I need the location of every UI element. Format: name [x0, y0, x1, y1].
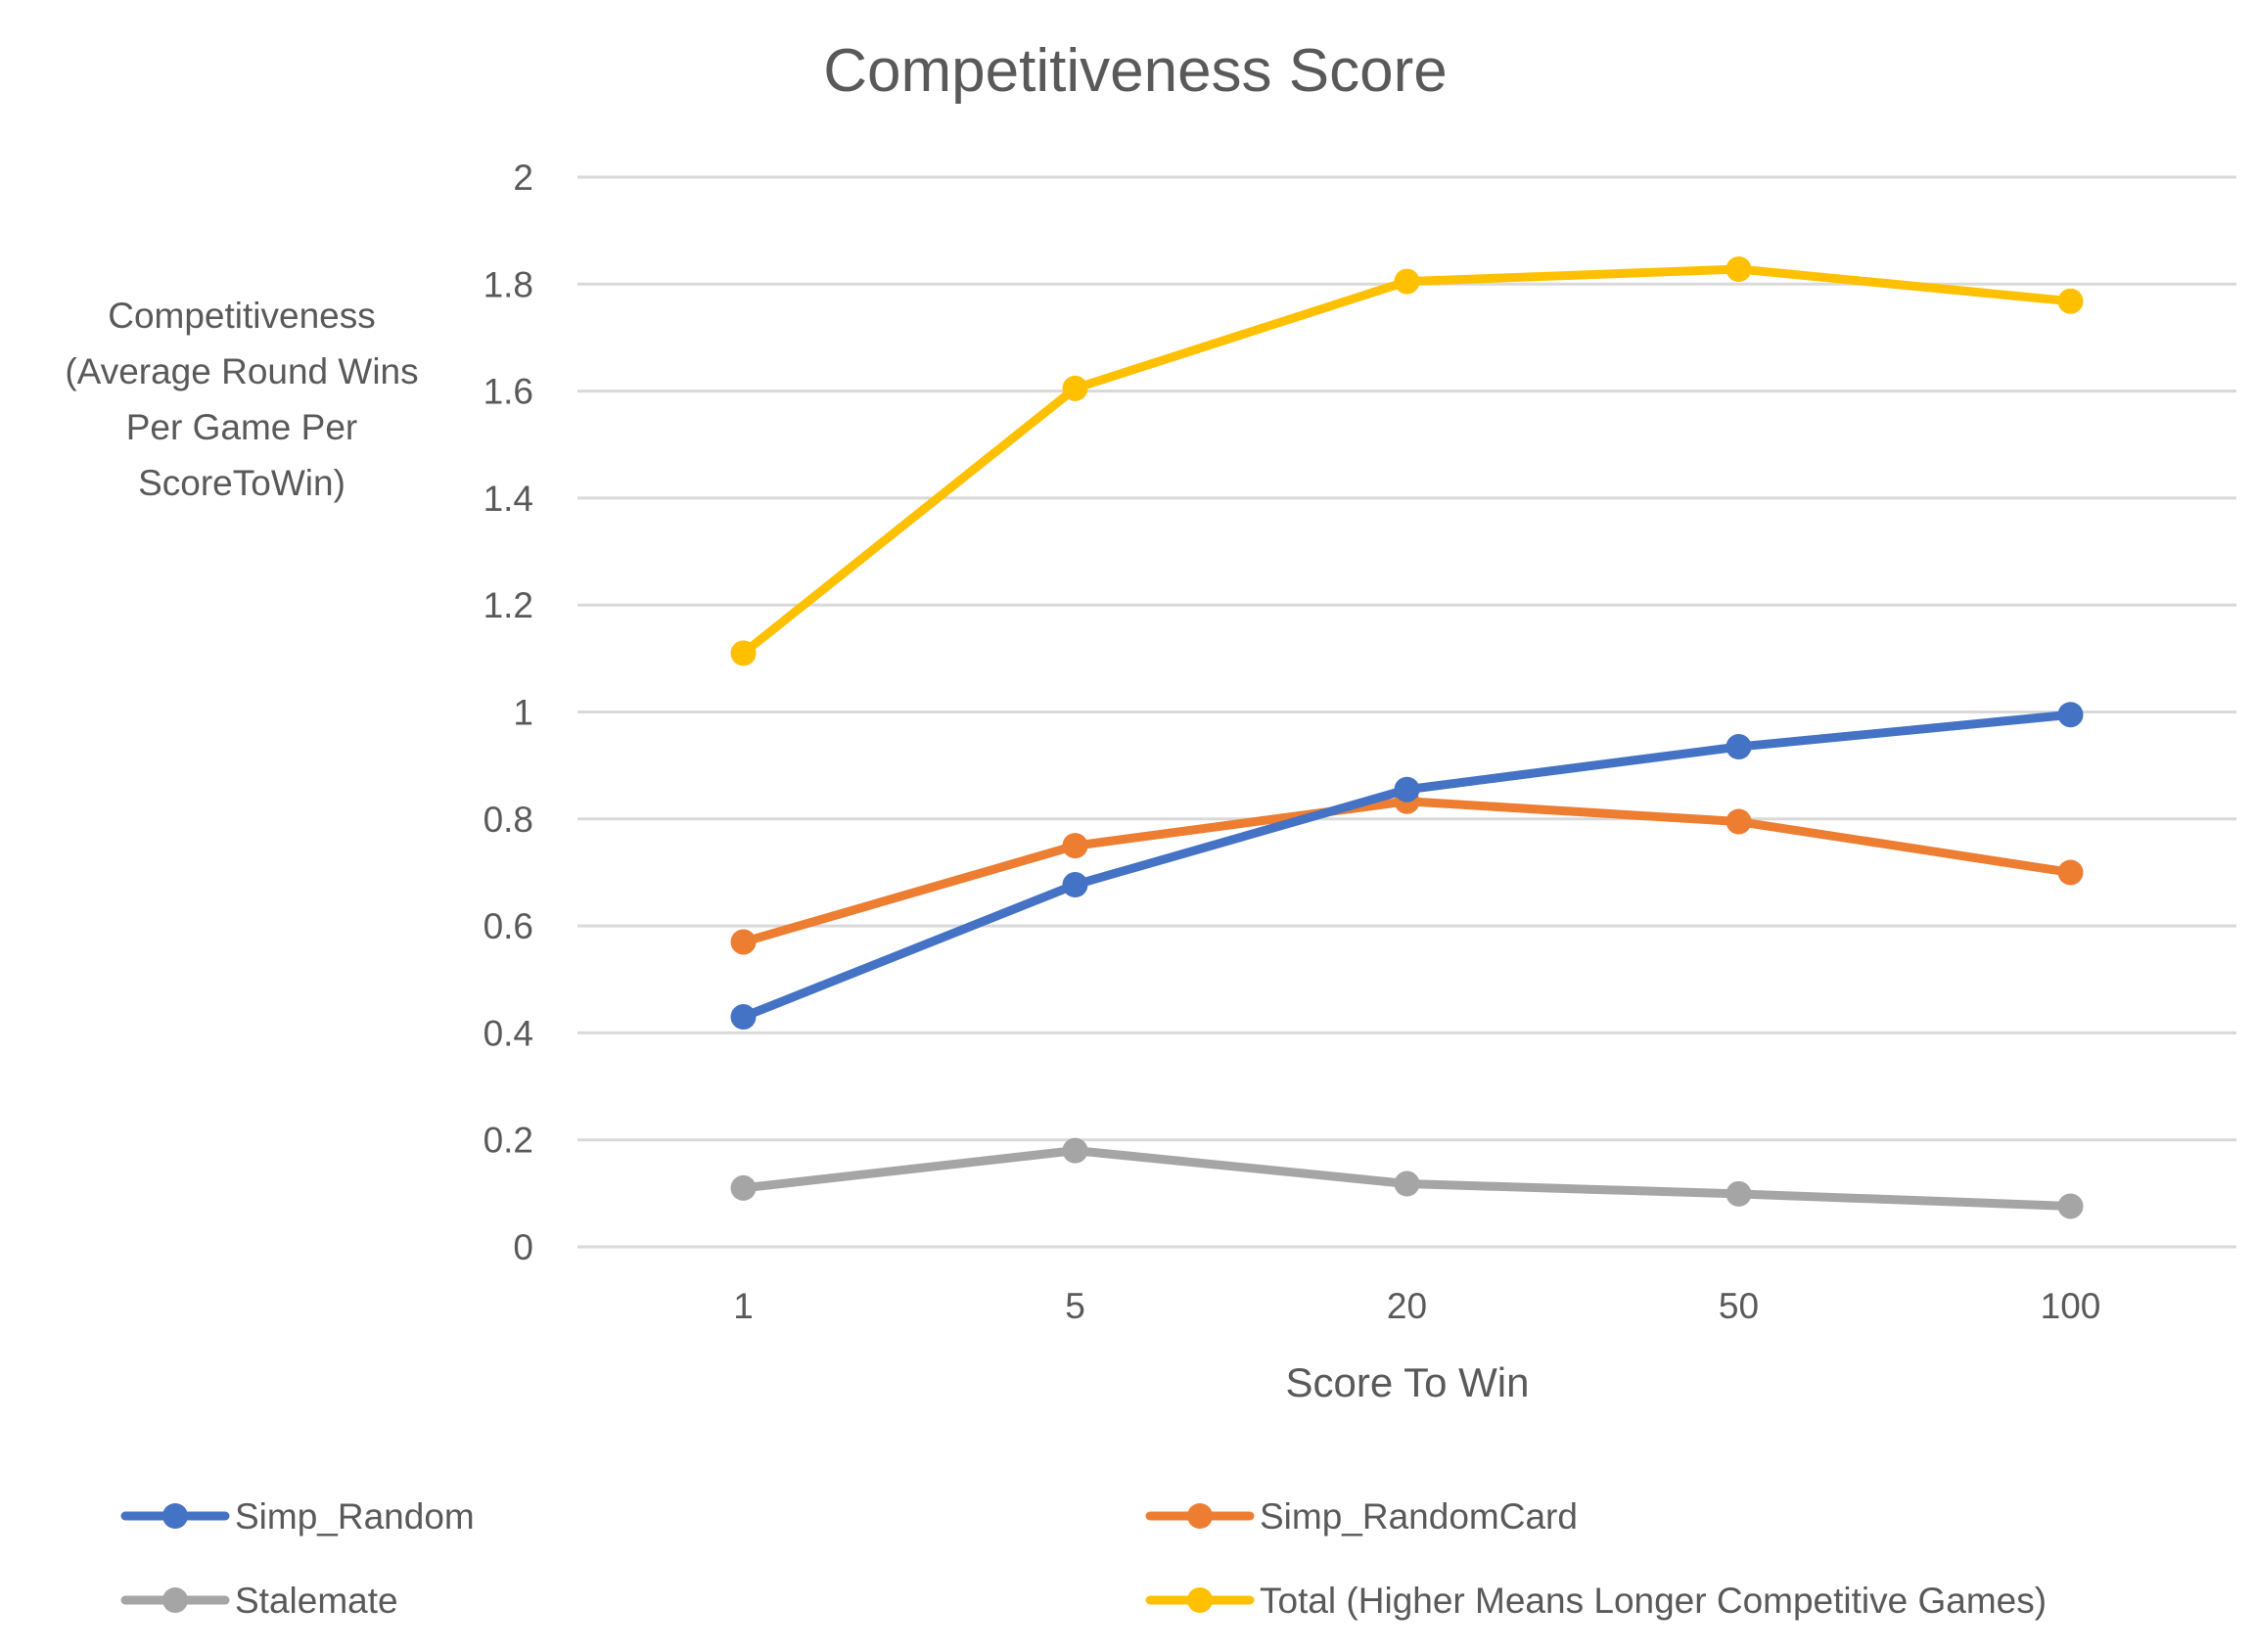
y-axis-title-line: Competitiveness — [108, 296, 376, 336]
y-tick-label: 0 — [513, 1227, 533, 1267]
x-tick-label: 100 — [2041, 1286, 2101, 1326]
x-axis-title: Score To Win — [1286, 1359, 1530, 1405]
data-point — [730, 640, 757, 666]
y-axis-title-line: Per Game Per — [126, 407, 357, 447]
data-point — [1062, 833, 1088, 859]
data-point — [1726, 734, 1752, 760]
legend-item: Simp_Random — [120, 1496, 475, 1537]
series-total — [730, 255, 2084, 666]
x-tick-label: 50 — [1719, 1286, 1759, 1326]
legend-item: Stalemate — [120, 1581, 398, 1621]
legend-label: Simp_RandomCard — [1260, 1496, 1578, 1537]
legend-item: Total (Higher Means Longer Competitive G… — [1145, 1581, 2047, 1621]
data-point — [1394, 268, 1420, 295]
legend: Simp_Random Simp_RandomCard Stalemate Total… — [120, 1496, 2047, 1621]
data-point — [730, 1174, 757, 1201]
data-point — [2057, 702, 2084, 728]
y-tick-label: 0.8 — [483, 800, 533, 840]
y-tick-label: 1.8 — [483, 264, 533, 304]
data-point — [1726, 1180, 1752, 1207]
legend-label: Total (Higher Means Longer Competitive G… — [1260, 1581, 2047, 1621]
chart-title: Competitiveness Score — [823, 37, 1448, 105]
series-group — [730, 255, 2084, 1219]
data-point — [1394, 776, 1420, 803]
y-axis-title: Competitiveness (Average Round Wins Per … — [65, 296, 418, 503]
series-simp-random — [730, 702, 2084, 1031]
y-tick-label: 1.6 — [483, 372, 533, 412]
y-tick-label: 1.4 — [483, 479, 533, 519]
x-tick-label: 1 — [733, 1286, 754, 1326]
legend-label: Stalemate — [235, 1581, 398, 1621]
y-tick-label: 1.2 — [483, 585, 533, 625]
y-axis-title-line: (Average Round Wins — [65, 351, 418, 391]
data-point — [1726, 808, 1752, 835]
data-point — [730, 1004, 757, 1031]
legend-swatch-marker — [162, 1503, 188, 1529]
y-axis-ticks: 0 0.2 0.4 0.6 0.8 1 1.2 1.4 1.6 1.8 2 — [483, 158, 533, 1267]
data-point — [2057, 1193, 2084, 1219]
y-tick-label: 1 — [513, 693, 533, 733]
x-axis-ticks: 1 5 20 50 100 — [733, 1286, 2100, 1326]
data-point — [1726, 255, 1752, 282]
data-point — [1062, 1137, 1088, 1164]
series-stalemate — [730, 1137, 2084, 1219]
data-point — [1062, 375, 1088, 401]
y-tick-label: 0.4 — [483, 1013, 533, 1053]
data-point — [1394, 1170, 1420, 1197]
legend-swatch-marker — [1187, 1503, 1213, 1529]
legend-label: Simp_Random — [235, 1496, 475, 1537]
legend-item: Simp_RandomCard — [1145, 1496, 1578, 1537]
legend-swatch-marker — [1187, 1587, 1213, 1613]
y-tick-label: 0.6 — [483, 906, 533, 946]
y-tick-label: 0.2 — [483, 1121, 533, 1161]
data-point — [2057, 859, 2084, 886]
legend-swatch-marker — [162, 1587, 188, 1613]
gridlines — [577, 175, 2236, 1249]
x-tick-label: 5 — [1065, 1286, 1085, 1326]
x-tick-label: 20 — [1387, 1286, 1427, 1326]
data-point — [2057, 288, 2084, 314]
y-axis-title-line: ScoreToWin) — [138, 463, 345, 503]
data-point — [1062, 872, 1088, 898]
y-tick-label: 2 — [513, 158, 533, 198]
data-point — [730, 929, 757, 955]
